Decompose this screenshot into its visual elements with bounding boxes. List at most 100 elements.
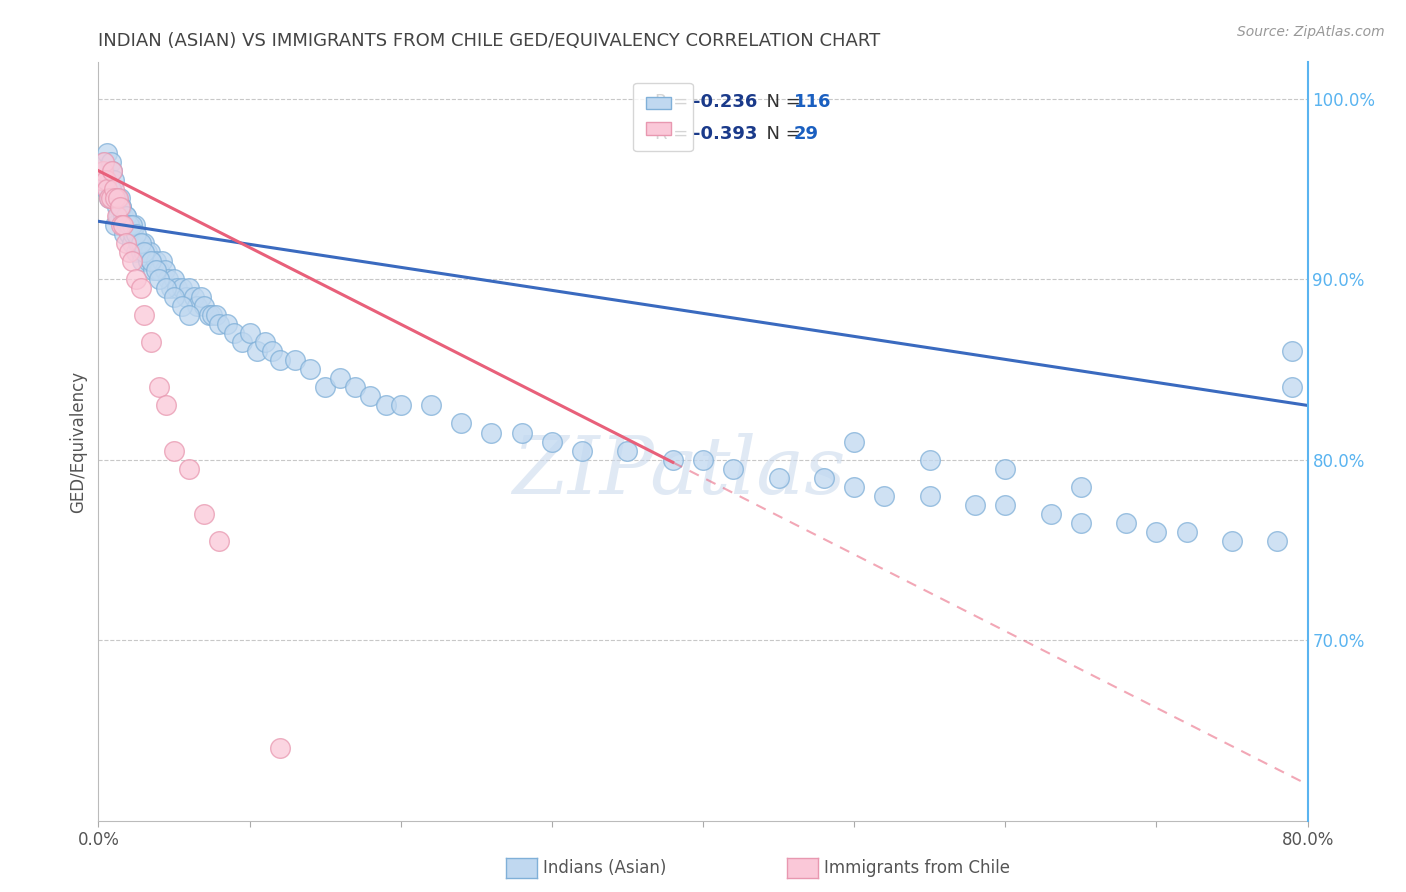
Point <box>844 434 866 449</box>
Point <box>93 163 115 178</box>
Point <box>299 362 322 376</box>
Text: 29: 29 <box>793 126 818 144</box>
Point <box>148 272 170 286</box>
Point <box>965 498 987 512</box>
Text: 116: 116 <box>793 93 831 111</box>
Point <box>110 200 132 214</box>
Point <box>139 244 162 259</box>
Point <box>284 353 307 368</box>
Text: Immigrants from Chile: Immigrants from Chile <box>824 859 1010 877</box>
Point <box>1144 524 1167 539</box>
Point <box>145 263 167 277</box>
Point <box>193 507 215 521</box>
Point <box>1115 516 1137 530</box>
Point <box>103 182 125 196</box>
Point <box>360 389 382 403</box>
Point <box>481 425 503 440</box>
Point <box>122 227 145 241</box>
Point <box>129 244 152 259</box>
Point <box>91 154 114 169</box>
Point <box>205 308 228 322</box>
Point <box>96 182 118 196</box>
Point <box>110 218 132 232</box>
Point <box>179 281 201 295</box>
Point <box>540 434 562 449</box>
Point <box>179 461 201 475</box>
Point <box>121 218 143 232</box>
Point <box>141 335 163 350</box>
Text: N =: N = <box>755 93 807 111</box>
Point <box>450 417 472 431</box>
Point <box>136 254 159 268</box>
Point <box>111 209 134 223</box>
Point <box>125 227 148 241</box>
Point <box>208 533 231 548</box>
Point <box>155 281 177 295</box>
Point <box>121 235 143 250</box>
Point <box>125 244 148 259</box>
Point <box>118 218 141 232</box>
Point <box>101 163 124 178</box>
Point <box>100 191 122 205</box>
Point <box>201 308 224 322</box>
Point <box>170 281 193 295</box>
Point <box>145 254 167 268</box>
Point <box>1267 533 1289 548</box>
Point <box>374 399 396 413</box>
Point <box>107 191 129 205</box>
Point <box>108 200 131 214</box>
Point <box>104 191 127 205</box>
Text: -0.236: -0.236 <box>693 93 758 111</box>
Text: R =: R = <box>655 126 693 144</box>
Point <box>420 399 443 413</box>
Point <box>262 344 284 359</box>
Point <box>94 182 117 196</box>
Point <box>179 308 201 322</box>
Text: ZIPatlas: ZIPatlas <box>512 434 845 510</box>
Point <box>104 218 127 232</box>
Point <box>132 235 155 250</box>
Point <box>163 272 186 286</box>
Point <box>91 163 114 178</box>
Point <box>197 308 219 322</box>
Point <box>124 218 146 232</box>
Point <box>114 209 136 223</box>
Point <box>166 281 188 295</box>
Point <box>141 254 163 268</box>
Point <box>918 489 941 503</box>
Point <box>174 290 197 304</box>
Point <box>98 191 121 205</box>
Point <box>510 425 533 440</box>
Point <box>105 200 128 214</box>
Point <box>118 227 141 241</box>
Point <box>1175 524 1198 539</box>
Point <box>153 263 176 277</box>
Point <box>129 235 152 250</box>
Point <box>111 218 134 232</box>
Point <box>193 299 215 313</box>
Point <box>208 317 231 331</box>
Point <box>132 244 155 259</box>
Point <box>160 281 183 295</box>
Point <box>105 191 128 205</box>
Point <box>93 154 115 169</box>
Point <box>215 317 238 331</box>
Point <box>661 452 683 467</box>
Point <box>101 163 124 178</box>
Point <box>135 244 157 259</box>
Point <box>190 290 212 304</box>
Text: -0.393: -0.393 <box>693 126 758 144</box>
Point <box>692 452 714 467</box>
Point <box>121 254 143 268</box>
Legend: , : , <box>634 83 693 152</box>
Point <box>873 489 896 503</box>
Point <box>90 173 112 187</box>
Point <box>269 741 291 756</box>
Point <box>141 254 163 268</box>
Point <box>96 145 118 160</box>
Point <box>1281 380 1303 394</box>
Point <box>224 326 246 341</box>
Point <box>129 281 152 295</box>
Point <box>103 173 125 187</box>
Text: Source: ZipAtlas.com: Source: ZipAtlas.com <box>1237 25 1385 39</box>
